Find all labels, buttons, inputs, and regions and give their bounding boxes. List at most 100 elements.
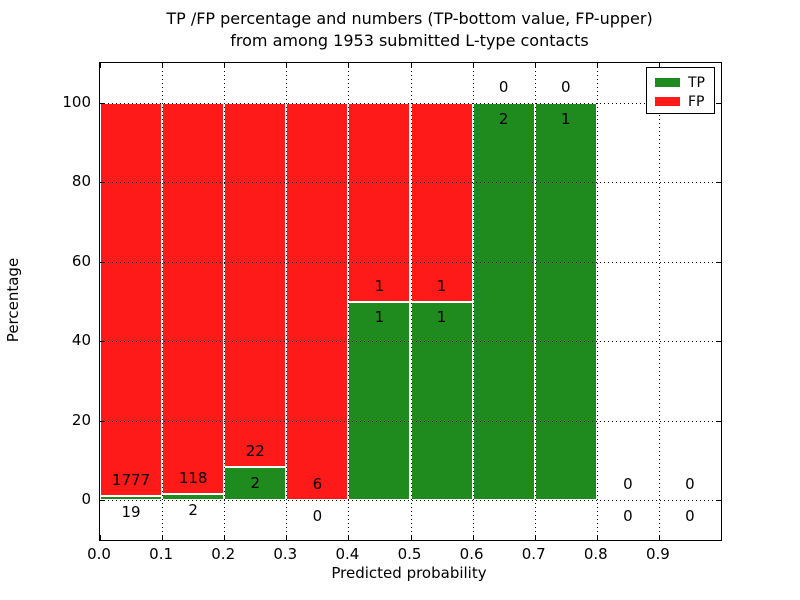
- vertical-gridline: [162, 63, 164, 540]
- x-tick-label: 0.2: [211, 545, 236, 563]
- y-tick-mark-right: [716, 341, 721, 343]
- x-tick-label: 0.0: [87, 545, 111, 563]
- x-tick-mark: [162, 535, 164, 540]
- x-tick-mark-top: [348, 63, 350, 68]
- tp-count-label: 2: [250, 474, 261, 493]
- vertical-gridline: [224, 63, 226, 540]
- chart-title-line1: TP /FP percentage and numbers (TP-bottom…: [166, 9, 653, 28]
- tp-count-label: 2: [498, 109, 509, 128]
- y-tick-mark: [100, 500, 105, 502]
- tp-count-label: 19: [121, 502, 141, 521]
- legend: TP FP: [646, 67, 715, 114]
- chart-title-line2: from among 1953 submitted L-type contact…: [230, 31, 589, 50]
- tp-bar-segment: [472, 102, 535, 501]
- y-tick-label: 100: [62, 92, 91, 111]
- x-tick-mark-top: [162, 63, 164, 68]
- x-tick-label: 0.1: [149, 545, 174, 563]
- x-tick-mark-top: [100, 63, 101, 68]
- x-tick-mark-top: [658, 63, 660, 68]
- x-tick-label: 0.7: [521, 545, 546, 563]
- legend-label: FP: [688, 93, 705, 110]
- x-tick-mark: [534, 535, 536, 540]
- x-tick-label: 0.3: [273, 545, 298, 563]
- tp-count-label: 1: [374, 308, 385, 327]
- x-tick-label: 0.6: [459, 545, 484, 563]
- fp-count-label: 0: [498, 77, 509, 96]
- tp-count-label: 0: [623, 507, 633, 526]
- y-tick-label: 60: [71, 251, 91, 270]
- tp-count-label: 1: [560, 109, 571, 128]
- x-tick-mark: [472, 535, 474, 540]
- fp-count-label: 1777: [111, 471, 151, 490]
- x-tick-mark-top: [286, 63, 288, 68]
- y-tick-label: 0: [81, 490, 91, 509]
- vertical-gridline: [286, 63, 288, 540]
- vertical-gridline: [472, 63, 474, 540]
- x-tick-mark-top: [534, 63, 536, 68]
- x-tick-mark: [596, 535, 598, 540]
- fp-count-label: 0: [623, 475, 633, 494]
- fp-count-label: 118: [178, 468, 208, 487]
- x-tick-mark-top: [472, 63, 474, 68]
- x-tick-mark: [410, 535, 412, 540]
- tp-bar-segment: [348, 301, 411, 501]
- x-tick-mark-top: [224, 63, 226, 68]
- x-tick-mark: [100, 535, 101, 540]
- x-axis-label: Predicted probability: [331, 564, 487, 582]
- tp-count-label: 2: [188, 500, 198, 519]
- fp-count-label: 0: [685, 475, 695, 494]
- y-axis-label: Percentage: [4, 257, 22, 343]
- fp-legend-swatch: [655, 97, 680, 106]
- tp-count-label: 0: [685, 507, 695, 526]
- fp-bar-segment: [286, 102, 349, 501]
- x-tick-label: 0.4: [335, 545, 360, 563]
- vertical-gridline: [596, 63, 598, 540]
- y-tick-mark-right: [716, 102, 721, 104]
- vertical-gridline: [658, 63, 660, 540]
- y-tick-mark: [100, 420, 105, 422]
- fp-bar-segment: [224, 102, 287, 468]
- x-tick-label: 0.5: [397, 545, 422, 563]
- y-tick-label: 20: [71, 410, 91, 429]
- plot-area: TP FP 1777 19 118 2 22 2 6 0 1 1 1 1 0 2 0 1 0 0 0 0: [99, 62, 722, 541]
- fp-bar-segment: [100, 102, 163, 497]
- tp-count-label: 1: [436, 308, 447, 327]
- x-tick-mark: [224, 535, 226, 540]
- fp-count-label: 1: [374, 276, 385, 295]
- vertical-gridline: [534, 63, 536, 540]
- y-tick-mark-right: [716, 420, 721, 422]
- fp-bar-segment: [410, 102, 473, 302]
- tp-count-label: 0: [312, 507, 323, 526]
- x-tick-mark-top: [410, 63, 412, 68]
- fp-count-label: 1: [436, 276, 447, 295]
- fp-bar-segment: [348, 102, 411, 302]
- y-tick-mark-right: [716, 500, 721, 502]
- vertical-gridline: [410, 63, 412, 540]
- fp-count-label: 0: [560, 77, 571, 96]
- fp-count-label: 22: [245, 442, 265, 461]
- y-tick-label: 40: [71, 331, 91, 350]
- y-tick-label: 80: [71, 172, 91, 191]
- y-tick-mark: [100, 182, 105, 184]
- legend-row: TP: [655, 73, 714, 92]
- x-tick-label: 0.8: [583, 545, 608, 563]
- fp-bar-segment: [162, 102, 225, 494]
- fp-count-label: 6: [312, 475, 323, 494]
- tp-bar-segment: [100, 496, 163, 501]
- x-tick-mark: [658, 535, 660, 540]
- tp-legend-swatch: [655, 78, 680, 87]
- y-tick-mark: [100, 261, 105, 263]
- tp-bar-segment: [534, 102, 597, 501]
- y-tick-mark: [100, 341, 105, 343]
- x-tick-mark: [348, 535, 350, 540]
- legend-label: TP: [688, 74, 705, 91]
- tp-bar-segment: [162, 493, 225, 501]
- vertical-gridline: [348, 63, 350, 540]
- legend-row: FP: [655, 92, 714, 111]
- y-tick-mark: [100, 102, 105, 104]
- tp-bar-segment: [410, 301, 473, 501]
- y-tick-mark-right: [716, 261, 721, 263]
- x-tick-label: 0.9: [645, 545, 670, 563]
- y-tick-mark-right: [716, 182, 721, 184]
